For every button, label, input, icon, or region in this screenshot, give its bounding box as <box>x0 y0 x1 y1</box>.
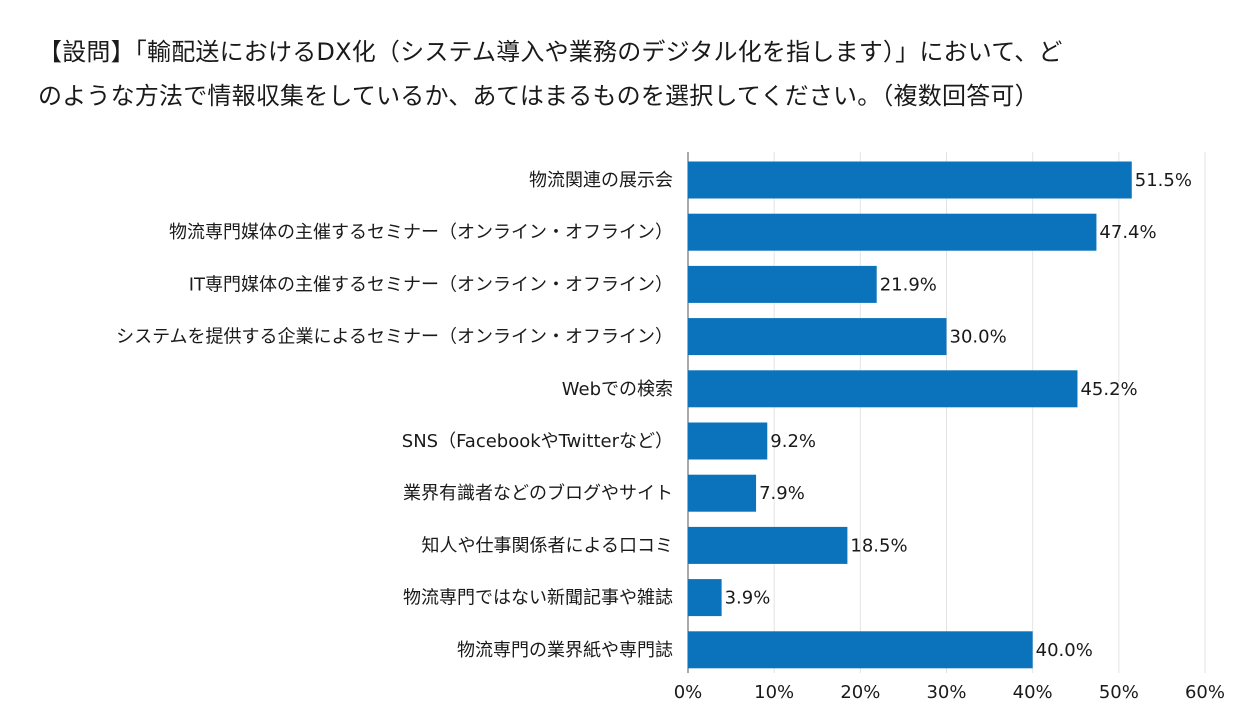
bar <box>688 265 877 303</box>
chart-title: 【設問】「輸配送におけるDX化（システム導入や業務のデジタル化を指します）」にお… <box>38 30 1218 118</box>
x-tick-label: 30% <box>926 682 966 703</box>
category-label: SNS（FacebookやTwitterなど） <box>402 431 673 452</box>
category-label: 物流専門媒体の主催するセミナー（オンライン・オフライン） <box>169 222 673 243</box>
category-label: システムを提供する企業によるセミナー（オンライン・オフライン） <box>116 327 673 348</box>
bar <box>688 579 722 617</box>
value-label: 3.9% <box>725 588 771 609</box>
bar <box>688 213 1097 251</box>
value-label: 40.0% <box>1036 640 1093 661</box>
bar <box>688 422 768 460</box>
value-label: 30.0% <box>950 327 1007 348</box>
category-label: 物流関連の展示会 <box>529 170 673 191</box>
value-label: 45.2% <box>1080 379 1137 400</box>
bar <box>688 526 848 564</box>
value-label: 18.5% <box>850 535 907 556</box>
value-label: 9.2% <box>770 431 816 452</box>
x-tick-label: 20% <box>840 682 880 703</box>
bar <box>688 631 1033 669</box>
chart-title-line-1: 【設問】「輸配送におけるDX化（システム導入や業務のデジタル化を指します）」にお… <box>38 38 1063 66</box>
value-label: 51.5% <box>1135 170 1192 191</box>
value-label: 21.9% <box>880 274 937 295</box>
x-tick-label: 50% <box>1099 682 1139 703</box>
category-label: IT専門媒体の主催するセミナー（オンライン・オフライン） <box>189 274 673 295</box>
category-label: 知人や仕事関係者による口コミ <box>422 535 673 556</box>
x-tick-label: 10% <box>754 682 794 703</box>
x-tick-label: 0% <box>674 682 703 703</box>
category-label: Webでの検索 <box>562 379 673 400</box>
x-tick-label: 60% <box>1185 682 1225 703</box>
value-labels: 51.5% 47.4% 21.9% 30.0% 45.2% 9.2% 7.9% 18.5% 3.… <box>725 170 1192 661</box>
bar <box>688 474 757 512</box>
x-tick-label: 40% <box>1013 682 1053 703</box>
bar <box>688 370 1078 408</box>
bar <box>688 161 1132 199</box>
category-label: 物流専門ではない新聞記事や雑誌 <box>403 588 673 609</box>
bar <box>688 318 947 356</box>
value-label: 7.9% <box>759 483 805 504</box>
bar-layer <box>688 161 1132 669</box>
x-axis-tick-labels: 0% 10% 20% 30% 40% 50% 60% <box>674 682 1225 703</box>
category-label: 物流専門の業界紙や専門誌 <box>457 640 673 661</box>
category-label: 業界有識者などのブログやサイト <box>403 482 673 504</box>
chart-title-line-2: のような方法で情報収集をしているか、あてはまるものを選択してください。（複数回答… <box>38 82 1039 110</box>
value-label: 47.4% <box>1099 222 1156 243</box>
